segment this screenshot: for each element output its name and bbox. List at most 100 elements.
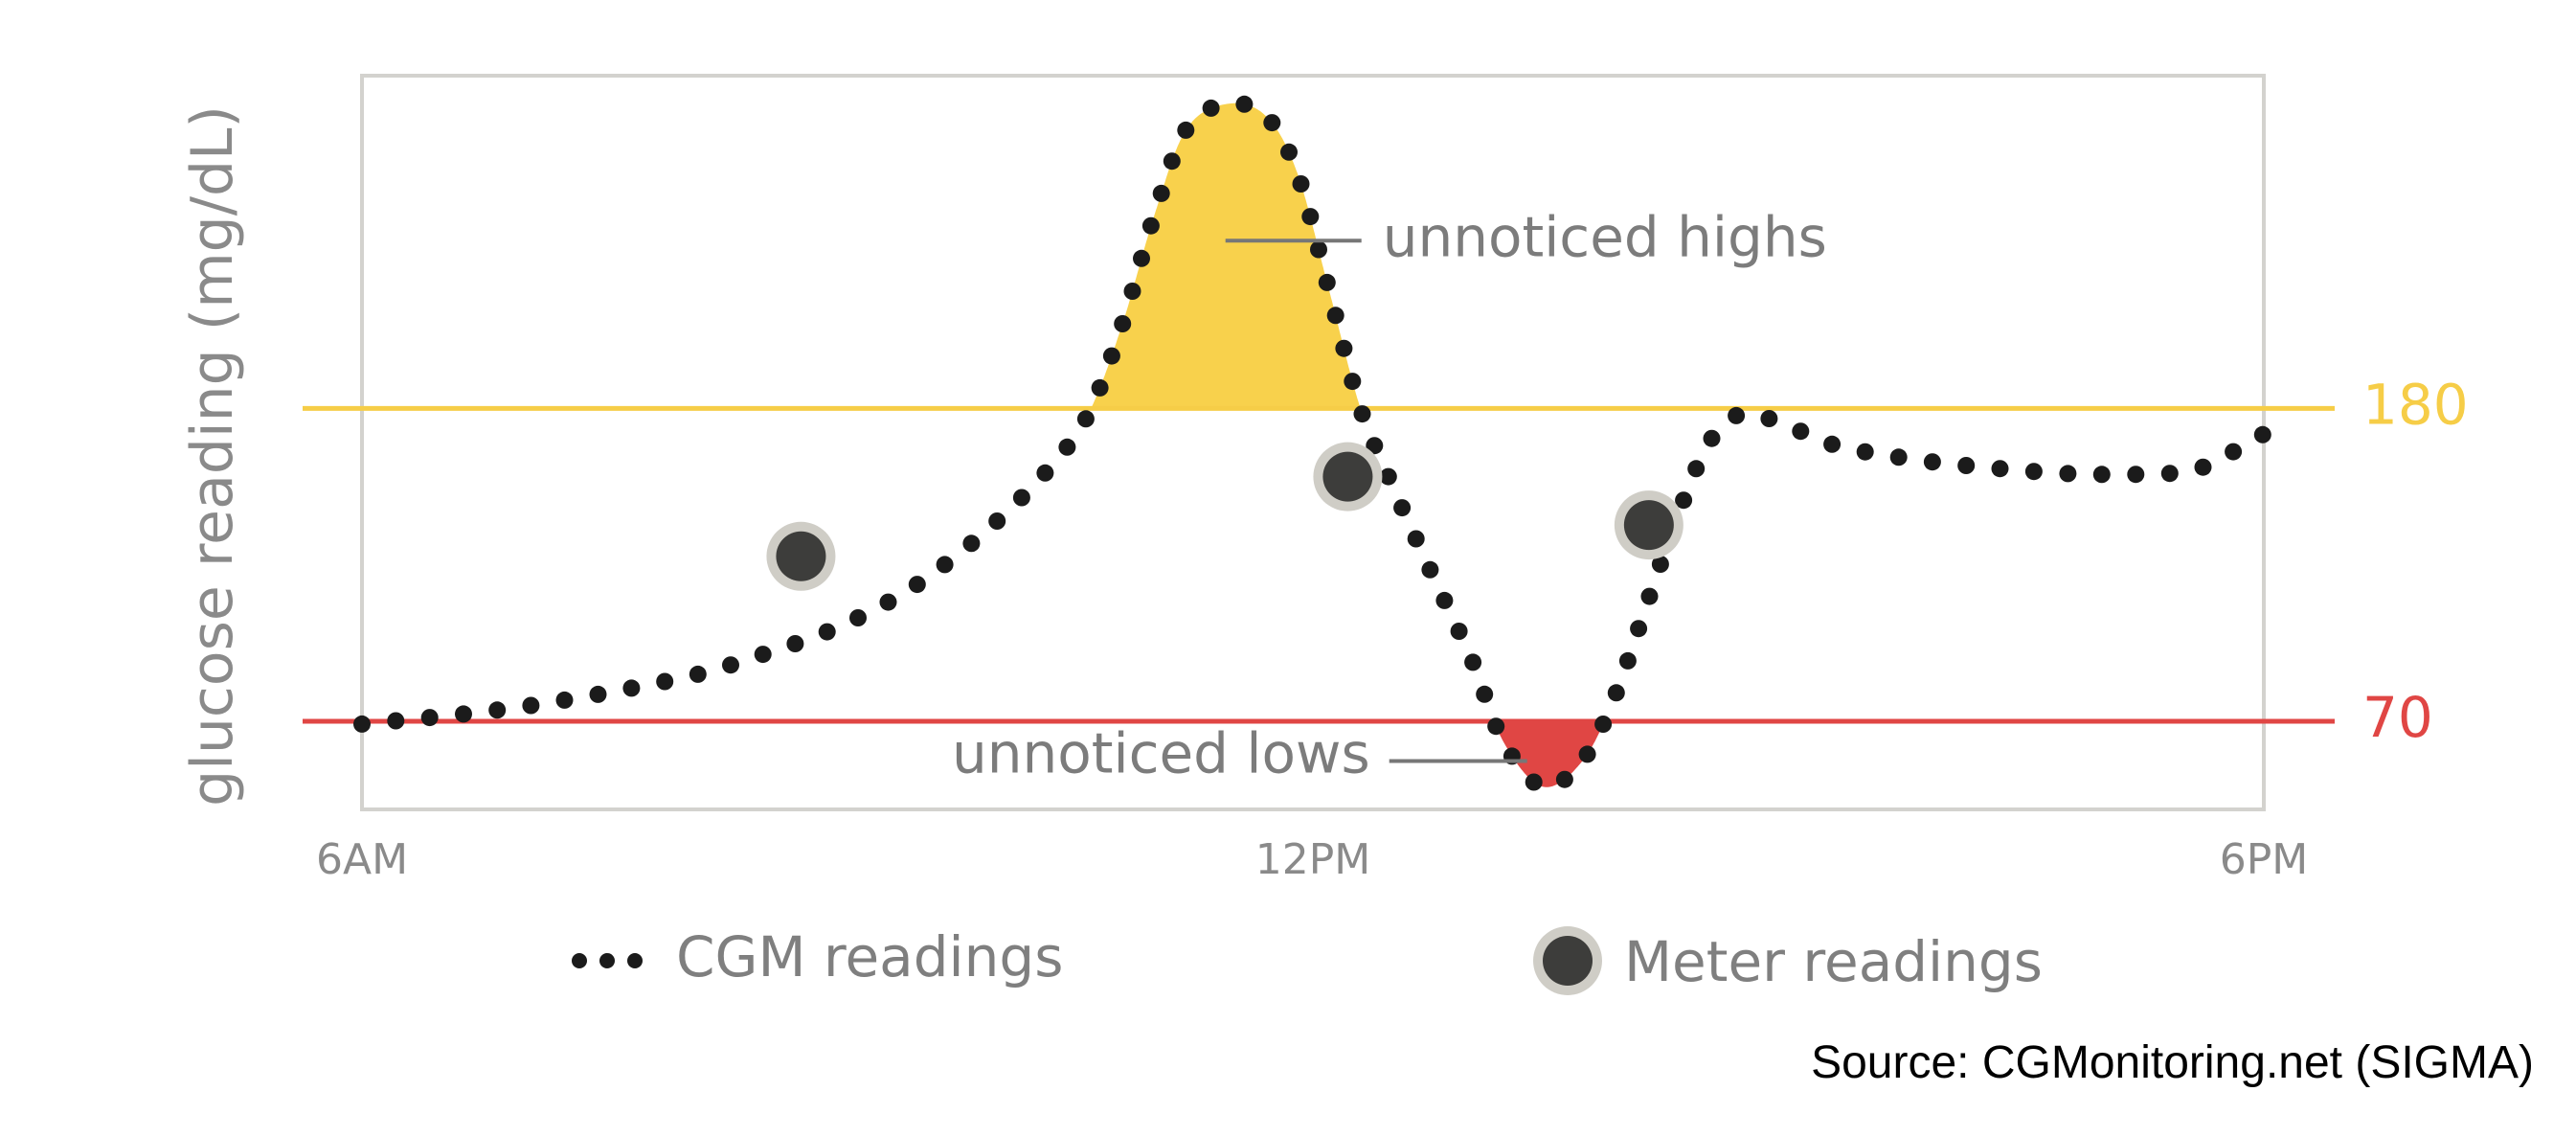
threshold-label-70: 70 [2362, 685, 2433, 750]
cgm-reading-dot [488, 701, 507, 719]
cgm-reading-dot [1991, 460, 2009, 478]
cgm-reading-dot [1177, 121, 1195, 139]
cgm-reading-dot [962, 534, 981, 553]
cgm-reading-dot [455, 705, 472, 723]
cgm-reading-dot [555, 691, 574, 709]
cgm-reading-dot [1555, 770, 1573, 788]
legend: CGM readings Meter readings [572, 924, 2043, 995]
cgm-reading-dot [1353, 405, 1371, 423]
cgm-reading-dot [1651, 556, 1669, 573]
cgm-reading-dot [1366, 437, 1384, 455]
cgm-reading-dot [1301, 208, 1320, 226]
cgm-reading-dot [1728, 406, 1746, 424]
annotation-unnoticed-highs: unnoticed highs [1383, 204, 1827, 269]
cgm-reading-dot [1487, 717, 1505, 736]
cgm-reading-dot [656, 672, 674, 691]
cgm-reading-dot [1335, 339, 1353, 357]
cgm-reading-dot [1889, 448, 1908, 466]
cgm-reading-dot [1450, 623, 1468, 640]
cgm-reading-dot [936, 556, 954, 574]
cgm-reading-dot [1326, 307, 1344, 325]
cgm-reading-dot [1421, 560, 1439, 579]
cgm-reading-dot [1856, 443, 1874, 461]
legend-meter-dot [1543, 936, 1593, 986]
cgm-reading-dot [1152, 184, 1170, 202]
unnoticed-lows-area [1494, 722, 1604, 787]
plot-frame [360, 74, 2266, 811]
cgm-reading-dot [387, 712, 405, 730]
unnoticed-highs-area [1091, 102, 1361, 409]
meter-readings-series [766, 442, 1683, 591]
cgm-reading-dot [522, 696, 540, 715]
legend-label-cgm: CGM readings [676, 924, 1063, 989]
cgm-reading-dot [988, 512, 1006, 530]
threshold-label-180: 180 [2362, 372, 2469, 437]
cgm-reading-dot [1091, 378, 1109, 397]
cgm-reading-dot [1594, 716, 1613, 733]
cgm-reading-dot [818, 623, 836, 641]
cgm-reading-dot [689, 665, 707, 683]
cgm-reading-dot [1823, 435, 1842, 453]
cgm-reading-dot [1393, 499, 1412, 517]
cgm-reading-dot [1630, 620, 1648, 638]
cgm-reading-dot [2024, 463, 2043, 481]
x-tick-label: 12PM [1255, 835, 1370, 884]
cgm-reading-dot [1058, 438, 1076, 456]
cgm-reading-dot [2160, 465, 2179, 483]
cgm-reading-dot [1640, 587, 1659, 605]
cgm-reading-dot [1407, 530, 1425, 548]
cgm-reading-dot [1012, 489, 1030, 507]
cgm-reading-dot [1618, 651, 1637, 670]
cgm-reading-dot [1202, 99, 1220, 117]
cgm-reading-dot [1379, 467, 1397, 486]
cgm-reading-dot [420, 709, 439, 727]
cgm-reading-dot [1114, 315, 1132, 332]
cgm-reading-dot [1280, 143, 1298, 161]
cgm-reading-dot [1607, 684, 1625, 702]
cgm-reading-dot [1476, 685, 1494, 703]
annotation-unnoticed-lows: unnoticed lows [952, 721, 1370, 786]
meter-reading-dot [1322, 451, 1373, 502]
cgm-reading-dot [2059, 465, 2077, 483]
cgm-reading-dot [589, 685, 607, 703]
cgm-reading-dot [622, 679, 641, 697]
meter-reading-dot [776, 531, 826, 581]
cgm-reading-dot [1141, 216, 1160, 235]
cgm-reading-dot [1235, 95, 1254, 113]
cgm-reading-dot [1102, 347, 1120, 365]
cgm-reading-dot [1760, 410, 1778, 427]
cgm-readings-series [353, 95, 2271, 791]
cgm-reading-dot [1525, 773, 1543, 791]
legend-cgm-dot [572, 953, 587, 968]
cgm-reading-dot [1076, 410, 1095, 428]
legend-cgm-dot [599, 953, 615, 968]
cgm-reading-dot [1133, 249, 1150, 267]
x-tick-label: 6AM [316, 835, 408, 884]
cgm-reading-dot [1675, 491, 1693, 510]
cgm-reading-dot [1263, 114, 1281, 132]
y-axis-label: glucose reading (mg/dL) [179, 105, 246, 807]
cgm-reading-dot [1318, 273, 1336, 291]
cgm-reading-dot [2253, 425, 2271, 443]
cgm-reading-dot [1344, 373, 1362, 391]
cgm-reading-dot [2225, 443, 2243, 461]
cgm-reading-dot [353, 715, 371, 733]
x-tick-label: 6PM [2220, 835, 2309, 884]
cgm-reading-dot [908, 576, 926, 594]
cgm-reading-dot [722, 656, 739, 674]
cgm-reading-dot [1703, 429, 1721, 447]
cgm-reading-dot [1923, 453, 1941, 471]
cgm-reading-dot [1310, 240, 1327, 259]
cgm-reading-dot [1163, 152, 1181, 171]
cgm-reading-dot [879, 593, 897, 611]
cgm-reading-dot [754, 646, 772, 664]
cgm-reading-dot [1792, 422, 1810, 441]
legend-label-meter: Meter readings [1624, 929, 2043, 994]
cgm-reading-dot [1292, 175, 1310, 193]
cgm-reading-dot [849, 609, 867, 626]
cgm-reading-dot [1957, 457, 1976, 474]
cgm-reading-dot [1036, 464, 1054, 482]
cgm-reading-dot [786, 635, 804, 652]
meter-reading-dot [1623, 500, 1674, 551]
